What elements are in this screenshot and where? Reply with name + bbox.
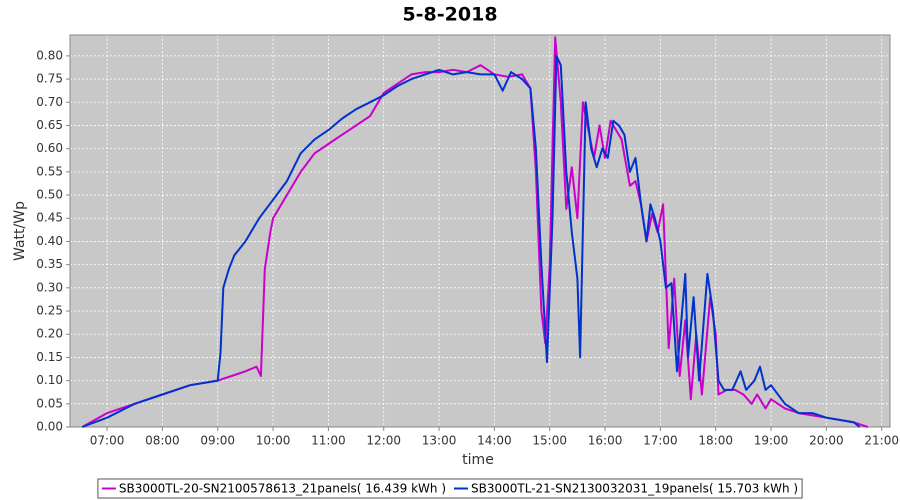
- x-tick-label: 11:00: [311, 434, 346, 448]
- series-line: [81, 54, 861, 428]
- x-tick-label: 08:00: [145, 434, 180, 448]
- x-tick-label: 12:00: [366, 434, 401, 448]
- y-tick-label: 0.15: [36, 350, 63, 364]
- legend-box: [97, 478, 803, 499]
- x-tick-label: 13:00: [422, 434, 457, 448]
- y-tick-label: 0.35: [36, 257, 63, 271]
- y-tick-label: 0.25: [36, 304, 63, 318]
- legend: SB3000TL-20-SN2100578613_21panels( 16.43…: [97, 478, 803, 499]
- y-tick-label: 0.10: [36, 373, 63, 387]
- y-axis-label: Watt/Wp: [12, 201, 28, 261]
- x-tick-label: 07:00: [90, 434, 125, 448]
- y-tick-label: 0.20: [36, 327, 63, 341]
- y-tick-label: 0.60: [36, 141, 63, 155]
- y-tick-label: 0.70: [36, 95, 63, 109]
- x-tick-label: 19:00: [754, 434, 789, 448]
- x-tick-label: 15:00: [532, 434, 567, 448]
- x-tick-label: 21:00: [864, 434, 899, 448]
- y-tick-label: 0.65: [36, 118, 63, 132]
- x-tick-label: 16:00: [588, 434, 623, 448]
- legend-label: SB3000TL-20-SN2100578613_21panels( 16.43…: [119, 482, 446, 496]
- x-tick-label: 17:00: [643, 434, 678, 448]
- x-tick-label: 18:00: [698, 434, 733, 448]
- x-tick-label: 09:00: [200, 434, 235, 448]
- y-tick-label: 0.00: [36, 420, 63, 434]
- y-tick-label: 0.30: [36, 280, 63, 294]
- plot-border: [69, 34, 891, 428]
- y-tick-label: 0.05: [36, 396, 63, 410]
- y-tick-label: 0.75: [36, 72, 63, 86]
- x-axis-label: time: [462, 452, 494, 468]
- y-tick-label: 0.55: [36, 164, 63, 178]
- x-tick-label: 10:00: [256, 434, 291, 448]
- plot-area: [70, 35, 890, 427]
- y-tick-label: 0.80: [36, 48, 63, 62]
- x-tick-label: 14:00: [477, 434, 512, 448]
- x-tick-label: 20:00: [809, 434, 844, 448]
- y-tick-label: 0.50: [36, 188, 63, 202]
- chart-title: 5-8-2018: [402, 4, 497, 26]
- legend-label: SB3000TL-21-SN2130032031_19panels( 15.70…: [471, 482, 798, 496]
- y-tick-label: 0.45: [36, 211, 63, 225]
- y-tick-label: 0.40: [36, 234, 63, 248]
